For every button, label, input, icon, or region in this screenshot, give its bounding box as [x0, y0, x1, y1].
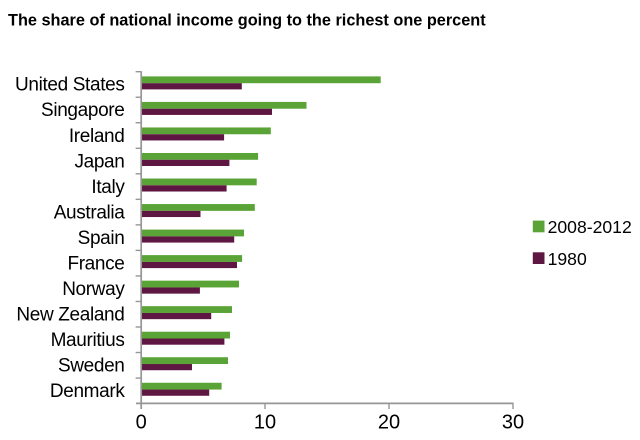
svg-text:Japan: Japan: [74, 151, 124, 172]
svg-text:Sweden: Sweden: [58, 356, 125, 377]
svg-text:New Zealand: New Zealand: [16, 304, 124, 325]
svg-text:Ireland: Ireland: [69, 126, 125, 147]
svg-text:2008-2012: 2008-2012: [548, 217, 632, 237]
svg-text:Mauritius: Mauritius: [51, 330, 125, 351]
svg-text:Australia: Australia: [54, 202, 126, 223]
svg-text:30: 30: [502, 411, 524, 433]
svg-text:United States: United States: [15, 75, 125, 96]
svg-text:Spain: Spain: [78, 228, 125, 249]
svg-text:1980: 1980: [548, 249, 587, 269]
svg-text:Singapore: Singapore: [41, 100, 124, 121]
svg-text:Italy: Italy: [91, 177, 125, 198]
svg-text:The share of national income g: The share of national income going to th…: [8, 11, 486, 29]
svg-text:20: 20: [378, 411, 400, 433]
svg-text:Norway: Norway: [62, 279, 125, 300]
svg-text:France: France: [67, 253, 124, 274]
svg-text:10: 10: [254, 411, 276, 433]
svg-text:0: 0: [136, 411, 147, 433]
svg-text:Denmark: Denmark: [50, 381, 125, 402]
